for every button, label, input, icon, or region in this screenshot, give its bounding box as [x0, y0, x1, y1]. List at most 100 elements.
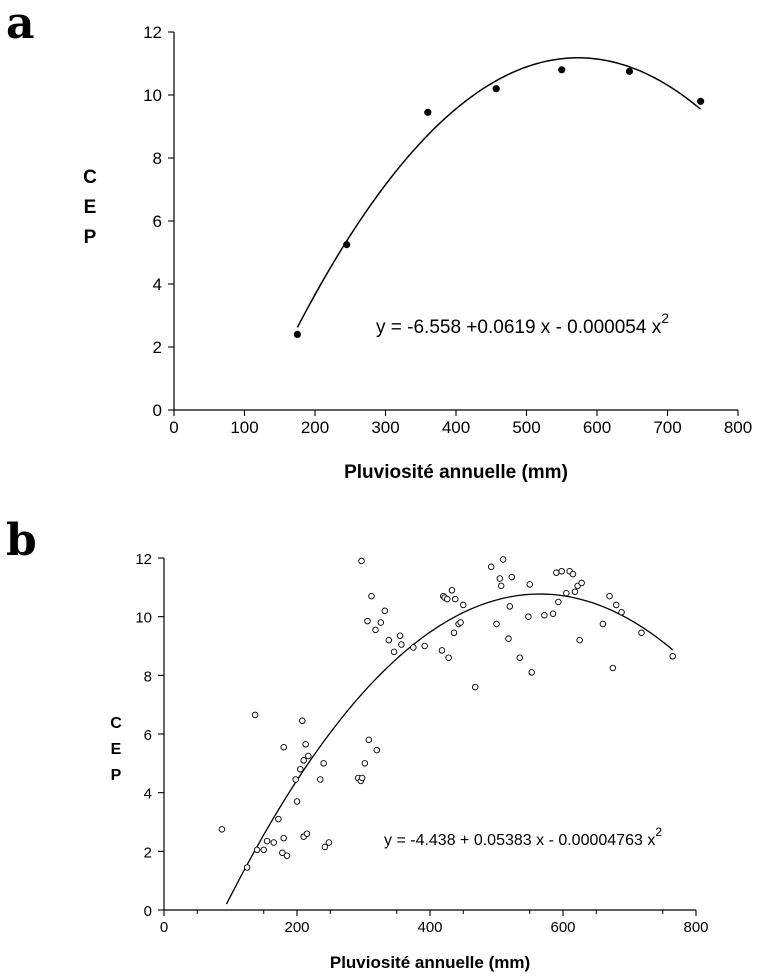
panel-b-data-point: [253, 846, 261, 854]
panel-b-data-point: [497, 582, 505, 590]
panel-b-data-point: [364, 617, 371, 625]
panel-b-data-point: [293, 798, 301, 805]
panel-b-data-point: [365, 736, 373, 744]
panel-b-data-point: [421, 642, 428, 650]
panel-b: b CEP 0 2 4 6 8 10 12 0 200 400 600 800 y = -4.438…: [6, 515, 709, 972]
panel-b-data-point: [609, 664, 617, 672]
panel-b-data-point: [410, 644, 417, 651]
panel-b-data-point: [299, 717, 306, 725]
panel-a-x-tick-label: 400: [442, 418, 470, 437]
panel-b-y-tick-label: 8: [144, 668, 152, 685]
panel-a-data-point: [697, 97, 705, 105]
panel-b-data-point: [499, 556, 507, 563]
panel-b-data-point: [450, 629, 458, 637]
panel-a-data-point: [293, 330, 301, 338]
panel-b-data-point: [218, 826, 226, 833]
panel-b-data-point: [283, 852, 291, 859]
panel-b-data-point: [487, 563, 495, 571]
panel-a-x-ticks: 0 100 200 300 400 500 600 700 800: [169, 410, 752, 437]
panel-a-equation-sup: 2: [661, 310, 669, 326]
panel-b-data-point: [444, 595, 451, 603]
panel-b-x-ticks: 0 200 400 600 800: [160, 910, 709, 936]
panel-b-data-point: [448, 587, 456, 594]
panel-b-y-tick-label: 6: [144, 727, 152, 744]
panel-b-data-point: [541, 611, 548, 619]
panel-b-data-point: [358, 557, 365, 565]
panel-b-data-point: [302, 741, 309, 748]
panel-b-data-point: [390, 648, 398, 656]
panel-b-data-point: [300, 757, 307, 764]
panel-b-data-point: [260, 846, 268, 854]
panel-b-data-point: [297, 765, 304, 773]
panel-b-data-point: [358, 774, 366, 782]
panel-b-fit-curve: [225, 593, 674, 905]
panel-b-data-point: [292, 776, 299, 783]
panel-a-x-tick-label: 500: [512, 418, 540, 437]
panel-b-data-point: [452, 595, 459, 603]
panel-b-x-tick-label: 800: [683, 919, 708, 936]
panel-b-data-point: [516, 654, 524, 661]
panel-a-x-tick-label: 800: [724, 418, 752, 437]
panel-b-data-point: [563, 589, 570, 597]
panel-b-data-point: [525, 613, 532, 620]
panel-b-xlabel: Pluviosité annuelle (mm): [330, 953, 530, 972]
panel-b-data-point: [669, 653, 676, 660]
panel-b-y-tick-label: 10: [135, 610, 152, 627]
panel-b-x-tick-label: 200: [284, 919, 309, 936]
panel-b-data-point: [460, 601, 467, 609]
panel-b-data-point: [251, 711, 259, 719]
panel-a-y-tick-label: 10: [143, 86, 162, 105]
panel-b-y-tick-label: 4: [144, 786, 152, 803]
panel-b-data-point: [618, 609, 625, 616]
panel-b-data-point: [526, 581, 534, 588]
panel-a-data-point: [492, 85, 500, 93]
panel-b-data-point: [496, 575, 504, 582]
panel-a-equation-text: y = -6.558 +0.0619 x - 0.000054 x: [376, 317, 662, 338]
panel-a-points: [293, 66, 705, 338]
panel-b-ylabel-letter: C: [110, 715, 122, 732]
panel-a-ylabel-letter: C: [83, 167, 97, 188]
panel-a-y-tick-label: 8: [153, 149, 162, 168]
panel-b-data-point: [377, 619, 385, 626]
panel-b-data-point: [303, 830, 311, 837]
panel-b-data-point: [528, 669, 535, 676]
panel-b-data-point: [612, 601, 620, 609]
panel-b-data-point: [279, 849, 286, 857]
panel-a-xlabel: Pluviosité annuelle (mm): [344, 462, 568, 483]
panel-b-ylabel: CEP: [110, 715, 122, 784]
panel-b-data-point: [558, 567, 565, 575]
panel-b-data-point: [317, 776, 324, 783]
panel-a-ylabel-letter: P: [84, 227, 97, 248]
panel-b-data-point: [576, 636, 583, 644]
panel-a: a CEP 0 2 4 6 8 10 12 0 100 200 300 400 500 600 700 80…: [6, 0, 752, 483]
panel-b-data-point: [638, 629, 645, 637]
panel-b-data-point: [396, 632, 404, 639]
panel-b-equation: y = -4.438 + 0.05383 x - 0.00004763 x2: [384, 825, 662, 849]
panel-b-y-ticks: 0 2 4 6 8 10 12: [135, 551, 164, 920]
panel-a-x-tick-label: 600: [583, 418, 611, 437]
panel-a-x-tick-label: 700: [653, 418, 681, 437]
panel-a-data-point: [558, 66, 566, 74]
panel-b-y-tick-label: 0: [144, 903, 152, 920]
panel-a-x-tick-label: 0: [169, 418, 178, 437]
panel-b-data-point: [368, 592, 375, 600]
panel-b-ylabel-letter: P: [111, 767, 122, 784]
panel-b-data-point: [506, 603, 514, 610]
panel-b-data-point: [280, 834, 287, 842]
panel-b-data-point: [555, 598, 562, 606]
panel-a-fit-curve: [296, 57, 702, 328]
panel-b-letter: b: [6, 515, 37, 566]
panel-b-data-point: [320, 760, 327, 767]
panel-a-data-point: [343, 241, 351, 249]
panel-a-y-tick-label: 2: [153, 338, 162, 357]
panel-b-data-point: [445, 654, 452, 661]
panel-a-y-ticks: 0 2 4 6 8 10 12: [143, 23, 174, 420]
panel-b-data-point: [325, 839, 333, 846]
panel-a-y-tick-label: 6: [153, 212, 162, 231]
panel-b-data-point: [606, 592, 613, 600]
panel-b-data-point: [471, 683, 479, 691]
panel-b-x-tick-label: 400: [417, 919, 442, 936]
panel-b-data-point: [553, 569, 560, 576]
panel-a-x-tick-label: 200: [301, 418, 329, 437]
